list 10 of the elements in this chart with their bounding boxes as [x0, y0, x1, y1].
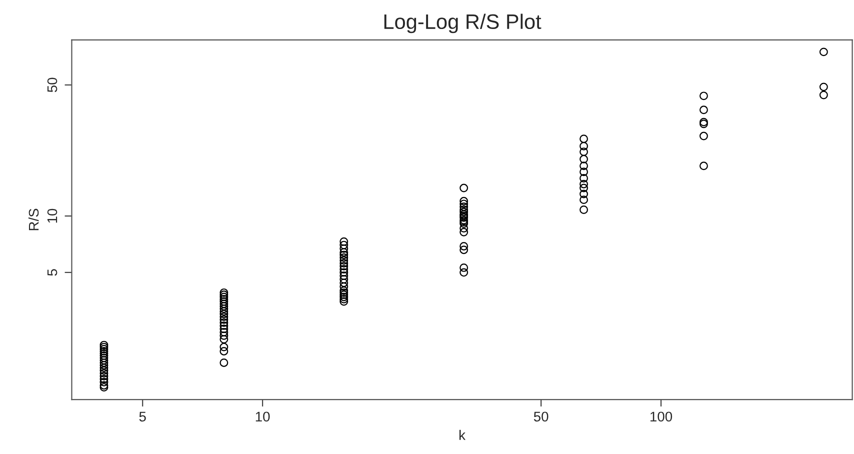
x-tick-label: 50: [534, 412, 548, 422]
x-tick-label: 5: [139, 412, 146, 422]
y-axis-title: R/S: [28, 208, 39, 230]
y-tick-label: 5: [47, 269, 58, 276]
x-tick-label: 100: [650, 412, 672, 422]
y-tick-label: 10: [47, 208, 58, 223]
y-tick-label: 50: [47, 78, 58, 92]
x-axis-title: k: [459, 430, 466, 440]
chart-title: Log-Log R/S Plot: [384, 14, 542, 34]
x-tick-label: 10: [256, 412, 270, 422]
